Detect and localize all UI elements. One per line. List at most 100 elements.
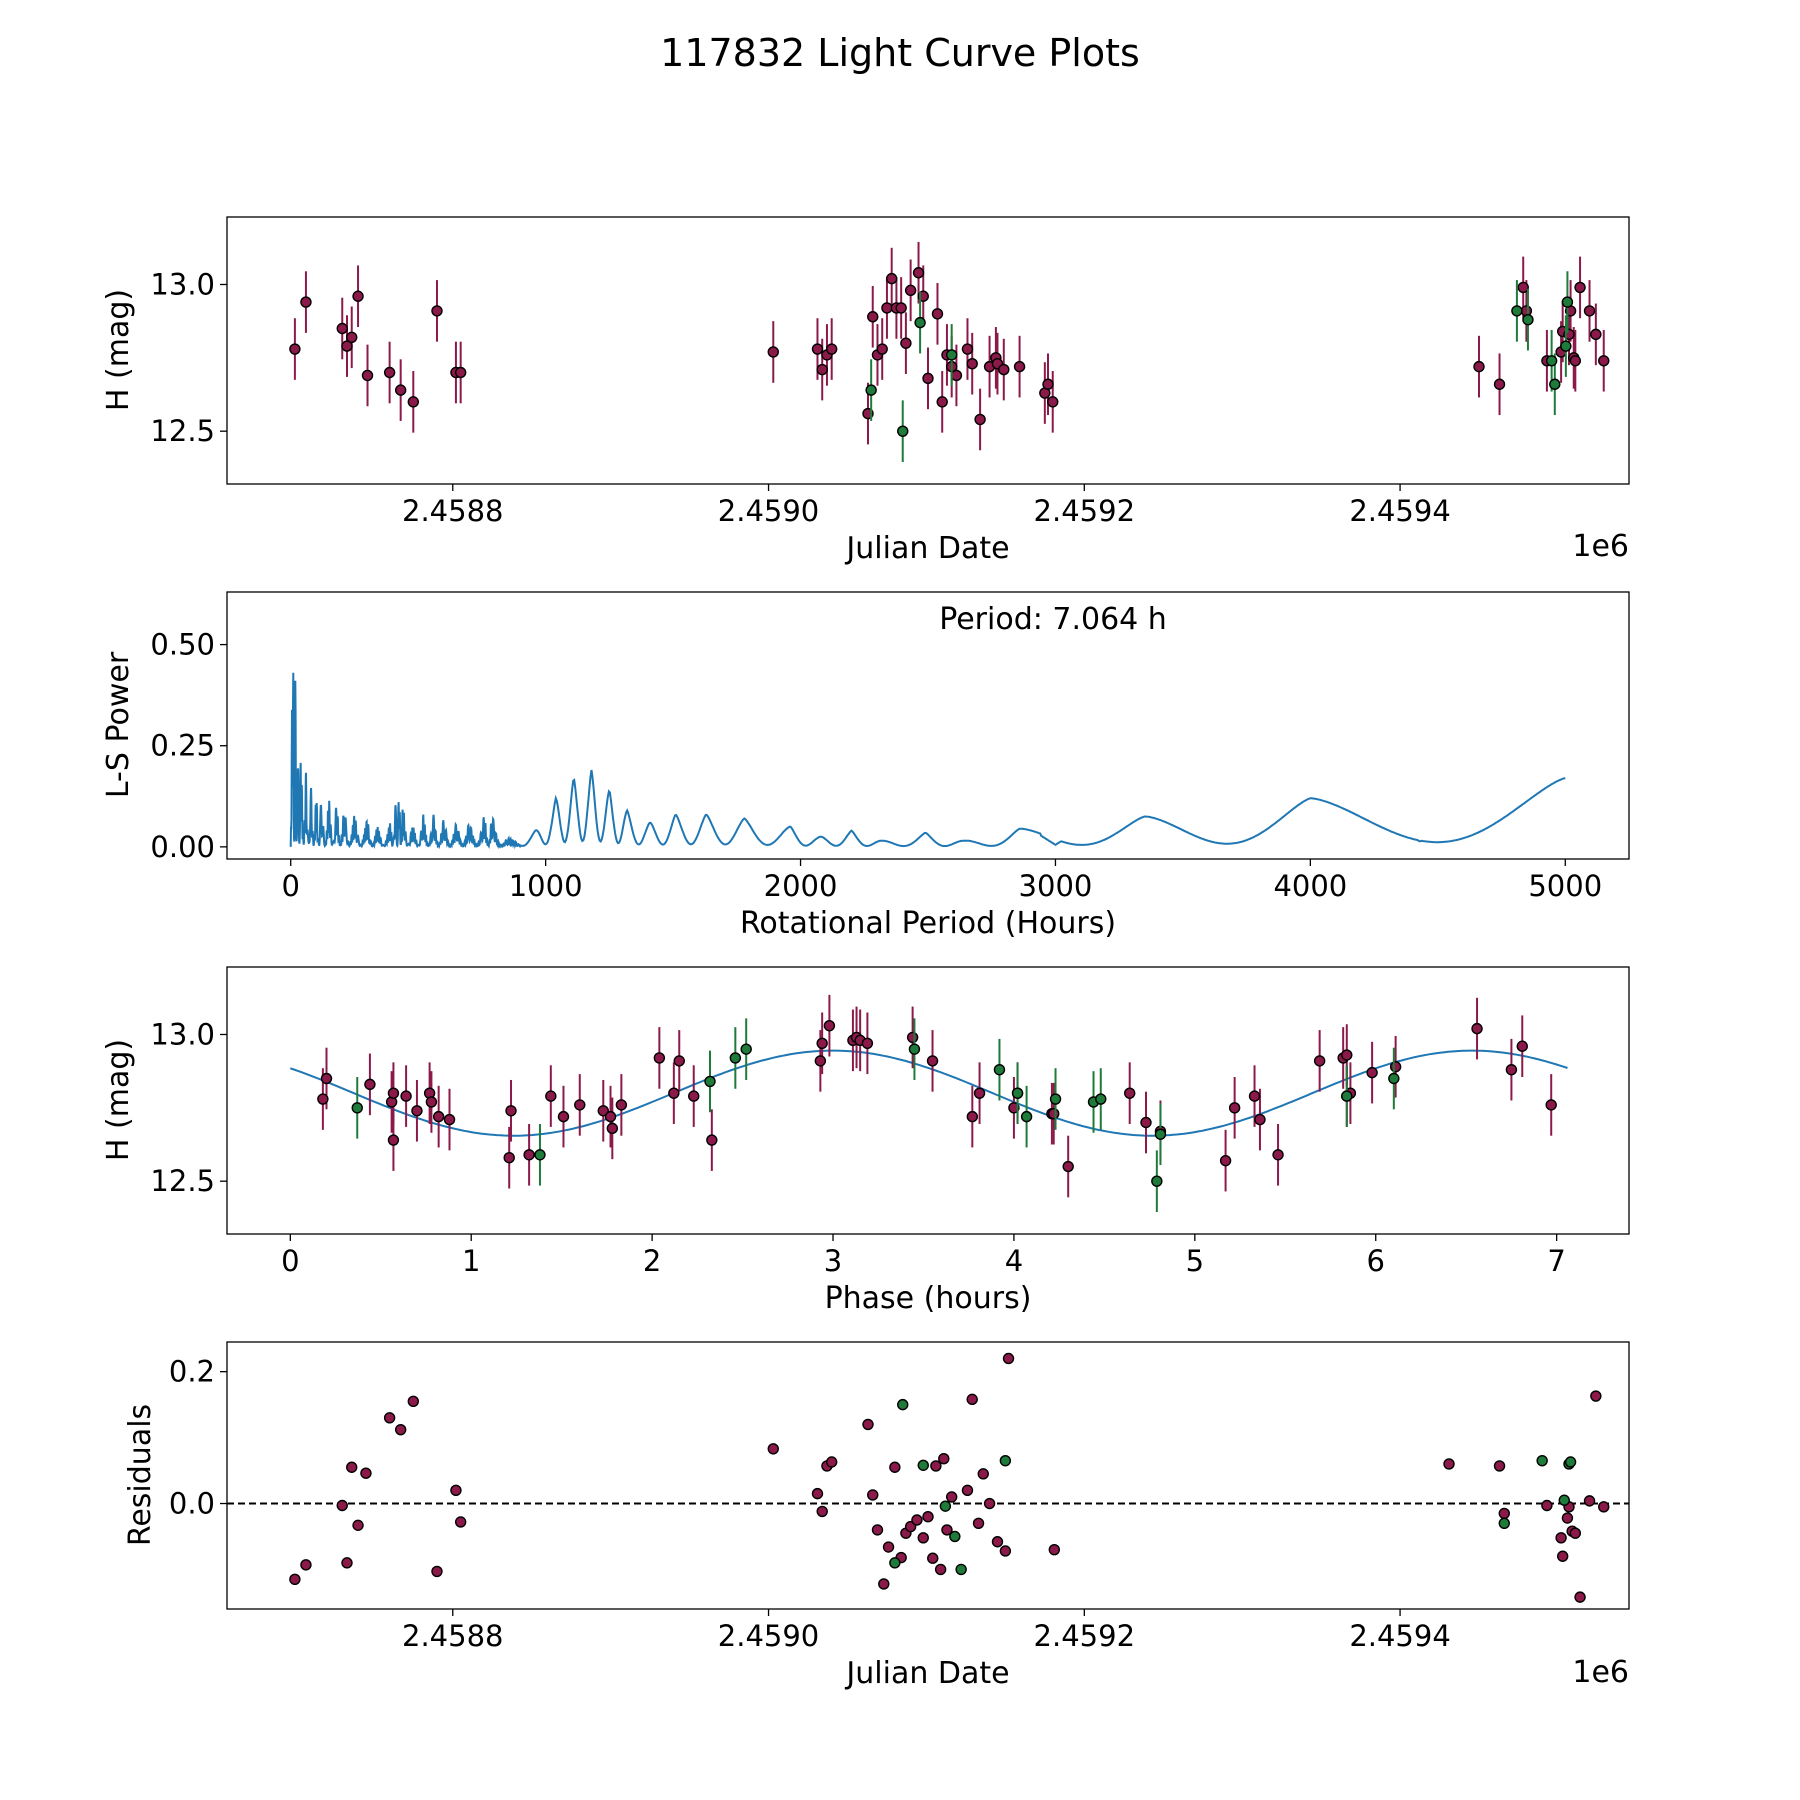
data-point-r (1545, 1099, 1557, 1111)
phase-frame (226, 966, 1630, 1235)
data-point-r (1048, 1108, 1060, 1120)
data-point-r (360, 1467, 372, 1479)
data-point-r (604, 1110, 617, 1123)
data-point-r (1493, 378, 1506, 390)
data-point-r (1443, 1458, 1455, 1470)
x-tick-label: 5 (1186, 1244, 1204, 1278)
data-point-r (545, 1090, 557, 1102)
data-point-r (1013, 360, 1026, 373)
data-point-r (889, 1461, 901, 1473)
data-point-g (1011, 1087, 1024, 1099)
figure-title: 117832 Light Curve Plots (660, 31, 1140, 75)
data-point-r (411, 1105, 423, 1117)
x-tick-label: 7 (1547, 1244, 1565, 1278)
data-point-r (816, 363, 828, 376)
data-point-r (917, 1532, 929, 1544)
data-point-r (983, 1497, 996, 1510)
lightcurve-xlabel: Julian Date (844, 531, 1009, 566)
periodogram-ylabel: L-S Power (101, 651, 136, 798)
data-point-r (938, 1452, 950, 1465)
data-point-g (865, 384, 877, 396)
phase-ylabel: H (mag) (101, 1039, 136, 1161)
data-point-r (998, 363, 1010, 376)
lightcurve-frame (226, 216, 1630, 485)
data-point-g (1388, 1072, 1400, 1085)
data-point-r (895, 302, 907, 314)
data-point-r (1254, 1113, 1266, 1126)
data-point-r (1124, 1087, 1136, 1099)
data-point-r (574, 1099, 586, 1111)
x-tick-label: 2.4588 (402, 494, 503, 528)
data-point-r (999, 1545, 1012, 1557)
data-point-g (945, 349, 958, 361)
data-point-r (922, 372, 934, 385)
data-point-r (1556, 1550, 1569, 1562)
data-point-r (1341, 1049, 1353, 1061)
data-point-g (889, 1557, 901, 1569)
x-tick-label: 4 (1005, 1244, 1023, 1278)
data-point-r (825, 343, 838, 355)
x-tick-label: 2.4592 (1034, 494, 1135, 528)
data-point-r (1047, 396, 1059, 408)
data-point-r (1228, 1102, 1241, 1114)
data-point-r (1042, 378, 1054, 390)
data-point-g (917, 1459, 929, 1471)
data-point-r (431, 305, 443, 317)
y-tick-label: 0.50 (150, 628, 215, 662)
y-tick-label: 12.5 (150, 1164, 215, 1198)
data-point-r (1219, 1154, 1232, 1167)
data-point-r (673, 1055, 685, 1067)
data-point-r (431, 1565, 443, 1578)
x-tick-label: 2.4594 (1349, 1619, 1450, 1653)
data-point-r (503, 1152, 515, 1164)
data-point-r (1561, 1512, 1574, 1524)
data-point-g (1020, 1110, 1033, 1123)
x-tick-label: 3 (824, 1244, 842, 1278)
data-point-r (974, 413, 986, 426)
data-point-r (505, 1105, 517, 1117)
data-point-r (867, 1489, 879, 1501)
data-point-g (1341, 1090, 1353, 1102)
data-point-g (351, 1102, 363, 1114)
data-point-g (955, 1563, 967, 1576)
data-point-r (289, 343, 301, 355)
data-point-r (767, 346, 779, 358)
data-point-r (346, 331, 358, 343)
data-point-r (1471, 1022, 1483, 1035)
data-point-r (1140, 1116, 1152, 1129)
data-point-r (1574, 281, 1586, 294)
data-point-g (939, 1500, 952, 1512)
data-point-r (450, 1484, 462, 1497)
data-point-r (882, 1541, 895, 1553)
data-point-r (407, 396, 420, 408)
data-point-r (1389, 1061, 1402, 1073)
y-tick-label: 12.5 (150, 414, 215, 448)
data-point-g (897, 1398, 909, 1411)
data-point-r (1498, 1507, 1510, 1520)
data-point-r (1590, 328, 1602, 341)
data-point-g (1511, 305, 1523, 317)
data-point-r (945, 1491, 958, 1503)
data-point-r (926, 1055, 939, 1067)
data-point-r (767, 1443, 779, 1455)
data-point-r (454, 366, 467, 379)
data-point-r (885, 272, 898, 285)
data-point-r (972, 1517, 985, 1529)
data-point-r (1569, 1527, 1582, 1539)
data-point-r (1272, 1149, 1284, 1161)
data-point-r (336, 322, 348, 335)
x-tick-label: 2.4588 (402, 1619, 503, 1653)
data-point-r (816, 1505, 828, 1518)
data-point-r (1248, 1090, 1261, 1102)
x-tick-label: 4000 (1273, 869, 1347, 903)
data-point-g (999, 1454, 1012, 1467)
data-point-g (1558, 1494, 1570, 1506)
data-point-g (729, 1052, 742, 1064)
data-point-g (1545, 355, 1558, 367)
data-point-r (523, 1149, 535, 1161)
data-point-r (407, 1395, 420, 1408)
data-point-r (867, 311, 879, 323)
x-tick-label: 1000 (509, 869, 583, 903)
residuals-ylabel: Residuals (123, 1404, 158, 1546)
